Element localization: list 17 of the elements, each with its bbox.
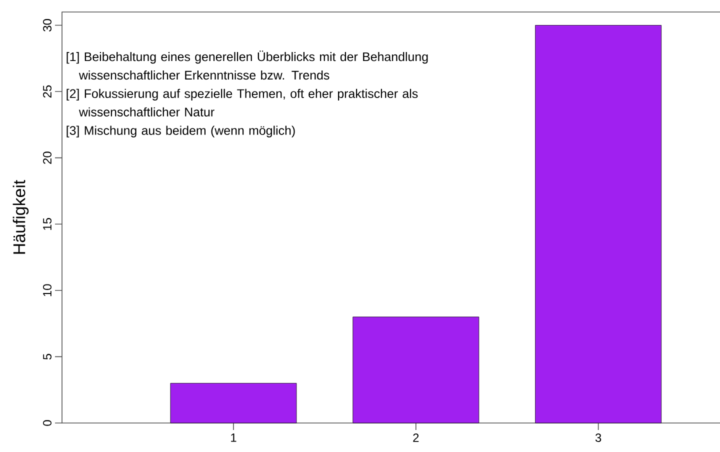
y-tick-label: 5 <box>43 354 52 360</box>
x-tick-label: 3 <box>595 434 602 442</box>
y-tick-label: 15 <box>43 218 52 230</box>
y-tick-label: 10 <box>43 284 52 296</box>
y-tick-label: 0 <box>43 420 52 426</box>
y-tick-label: 20 <box>43 152 52 164</box>
y-axis-title: Häufigkeit <box>12 180 29 254</box>
x-tick-label: 1 <box>231 434 236 442</box>
y-tick-label: 30 <box>43 19 52 32</box>
bar <box>170 383 297 424</box>
annotation: [1] Beibehaltung eines generellen Überblicks mit der Behandlung wissenschaftlicher Erkenntnisse bzw. Trends <box>66 50 428 80</box>
bar <box>535 25 662 424</box>
bar <box>352 316 480 424</box>
y-tick-label: 25 <box>43 85 52 98</box>
annotation: [3] Mischung aus beidem (wenn möglich) <box>66 126 295 138</box>
x-tick-label: 2 <box>413 434 419 442</box>
annotation: [2] Fokussierung auf spezielle Themen, oft eher praktischer als wissenschaftlicher Natur <box>66 88 418 116</box>
